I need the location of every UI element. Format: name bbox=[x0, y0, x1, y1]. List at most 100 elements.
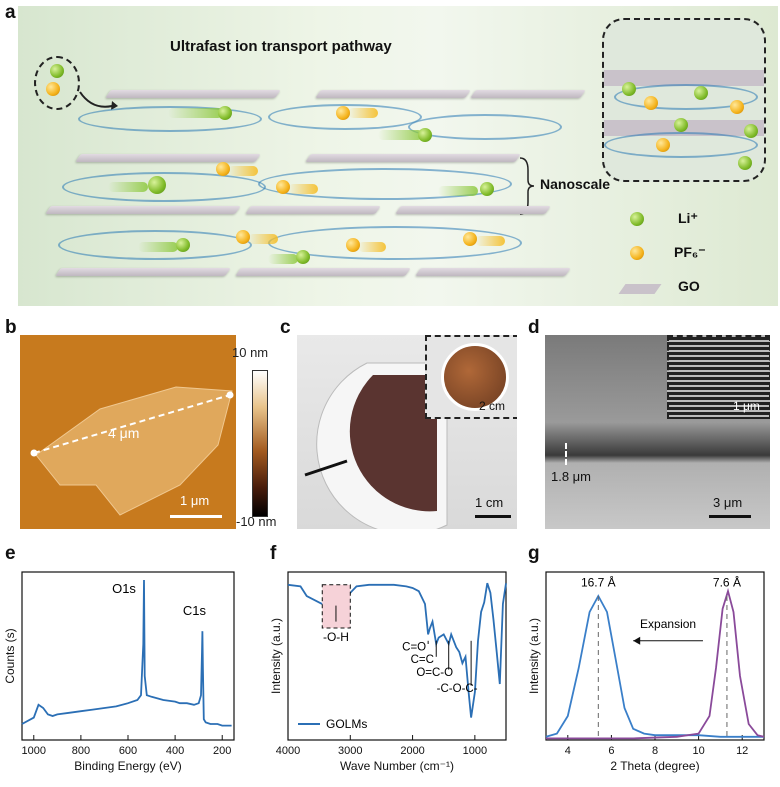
li-ion-icon bbox=[50, 64, 64, 78]
inset-scale-label: 2 cm bbox=[479, 399, 506, 413]
go-sheet bbox=[55, 268, 231, 276]
x-tick-label: 200 bbox=[213, 745, 231, 757]
expansion-label: Expansion bbox=[640, 617, 696, 631]
x-tick-label: 4000 bbox=[276, 745, 300, 757]
li-ion-icon bbox=[296, 250, 310, 264]
annotation-label: -C-O-C- bbox=[437, 683, 478, 695]
xrd-chart: 4 6 8 10 12 2 Theta (degree) Intensity (a.u.) 1… bbox=[527, 571, 765, 773]
series-line-0 bbox=[545, 594, 764, 738]
scalebar-label: 1 cm bbox=[475, 495, 504, 510]
go-sheet bbox=[470, 90, 586, 98]
legend-li-label: Li⁺ bbox=[678, 210, 698, 226]
panel-label-e: e bbox=[5, 543, 16, 564]
y-axis-title: Intensity (a.u.) bbox=[269, 618, 283, 694]
go-sheet bbox=[415, 268, 571, 276]
y-axis-title: Counts (s) bbox=[3, 628, 17, 683]
go-sheet-icon bbox=[618, 284, 662, 294]
li-ion-icon bbox=[480, 182, 494, 196]
schematic-title: Ultrafast ion transport pathway bbox=[170, 38, 392, 55]
d-spacing-label: 7.6 Å bbox=[713, 574, 741, 589]
annotation-label: -O-H bbox=[323, 630, 349, 644]
plot-frame bbox=[287, 571, 507, 741]
panel-label-d: d bbox=[528, 317, 540, 338]
water-flow bbox=[78, 106, 262, 132]
go-sheet bbox=[75, 154, 261, 162]
go-sheet bbox=[305, 154, 521, 162]
legend-label: GOLMs bbox=[326, 717, 367, 731]
pf6-ion-icon bbox=[630, 246, 644, 260]
go-sheet bbox=[235, 268, 411, 276]
li-ion-icon bbox=[418, 128, 432, 142]
peak-label: C1s bbox=[183, 603, 207, 618]
plot-frame bbox=[545, 571, 765, 741]
length-label: 4 μm bbox=[108, 425, 140, 441]
x-tick-label: 6 bbox=[608, 745, 614, 757]
series-line-0 bbox=[287, 582, 507, 718]
x-axis-title: Wave Number (cm⁻¹) bbox=[340, 759, 454, 773]
go-sheet bbox=[315, 90, 471, 98]
go-sheet bbox=[245, 206, 381, 214]
legend-go-label: GO bbox=[678, 278, 700, 294]
series-line-1 bbox=[546, 587, 765, 740]
panel-label-c: c bbox=[280, 317, 291, 338]
panel-label-a: a bbox=[5, 2, 16, 23]
ftir-chart: 4000 3000 2000 1000 Wave Number (cm⁻¹) Intens… bbox=[269, 571, 507, 773]
x-tick-label: 400 bbox=[166, 745, 184, 757]
schematic-ion-transport: Ultrafast ion transport pathway Nanoscal… bbox=[18, 6, 778, 306]
y-axis-title: Intensity (a.u.) bbox=[527, 618, 541, 694]
peak-label: O1s bbox=[112, 581, 136, 596]
series-line-0 bbox=[21, 579, 232, 727]
go-sheet bbox=[105, 90, 281, 98]
scalebar-label: 1 μm bbox=[180, 493, 210, 508]
annotation-label: C=O bbox=[402, 641, 426, 653]
d-spacing-label: 16.7 Å bbox=[581, 574, 616, 589]
x-tick-label: 2000 bbox=[400, 745, 424, 757]
pf6-ion-icon bbox=[346, 238, 360, 252]
li-ion-icon bbox=[630, 212, 644, 226]
pf6-ion-icon bbox=[336, 106, 350, 120]
x-tick-label: 12 bbox=[736, 745, 748, 757]
x-tick-label: 600 bbox=[119, 745, 137, 757]
panel-label-g: g bbox=[528, 543, 540, 564]
xps-chart: 1000 800 600 400 200 Binding Energy (eV) Count… bbox=[3, 571, 235, 773]
inset-sem: 1 μm bbox=[667, 335, 770, 419]
colorbar-bottom-label: -10 nm bbox=[236, 514, 277, 529]
li-ion-icon bbox=[148, 176, 166, 194]
pf6-ion-icon bbox=[216, 162, 230, 176]
pf6-ion-icon bbox=[46, 82, 60, 96]
scalebar bbox=[475, 515, 511, 518]
pf6-ion-icon bbox=[276, 180, 290, 194]
x-tick-label: 1000 bbox=[22, 745, 46, 757]
water-flow bbox=[258, 168, 512, 200]
water-flow bbox=[408, 114, 562, 140]
x-tick-label: 8 bbox=[652, 745, 658, 757]
li-ion-icon bbox=[218, 106, 232, 120]
zoom-inset bbox=[602, 18, 766, 182]
ion-trail bbox=[438, 186, 478, 196]
x-tick-label: 4 bbox=[565, 745, 571, 757]
x-tick-label: 10 bbox=[692, 745, 704, 757]
ion-trail bbox=[288, 184, 318, 194]
annotation-label: O=C-O bbox=[416, 667, 453, 679]
ion-trail bbox=[138, 242, 178, 252]
x-tick-label: 1000 bbox=[463, 745, 487, 757]
thickness-marker bbox=[565, 443, 569, 465]
go-sheet bbox=[45, 206, 241, 214]
x-axis-title: 2 Theta (degree) bbox=[610, 759, 699, 773]
inset-scale-label: 1 μm bbox=[733, 399, 760, 413]
ion-trail bbox=[378, 130, 423, 140]
scalebar bbox=[170, 515, 222, 518]
ion-trail bbox=[358, 242, 386, 252]
afm-image: 4 μm 1 μm bbox=[20, 335, 236, 529]
x-tick-label: 3000 bbox=[338, 745, 362, 757]
annotation-label: C=C bbox=[411, 654, 434, 666]
arrow-head-icon bbox=[633, 636, 641, 645]
colorbar-top-label: 10 nm bbox=[232, 345, 269, 360]
sem-cross-section: 1 μm 1.8 μm 3 μm bbox=[545, 335, 770, 529]
scalebar bbox=[709, 515, 751, 518]
pf6-ion-icon bbox=[236, 230, 250, 244]
li-ion-icon bbox=[176, 238, 190, 252]
legend-pf6-label: PF₆⁻ bbox=[674, 244, 706, 260]
go-flake bbox=[30, 386, 234, 516]
panel-label-f: f bbox=[270, 543, 277, 564]
